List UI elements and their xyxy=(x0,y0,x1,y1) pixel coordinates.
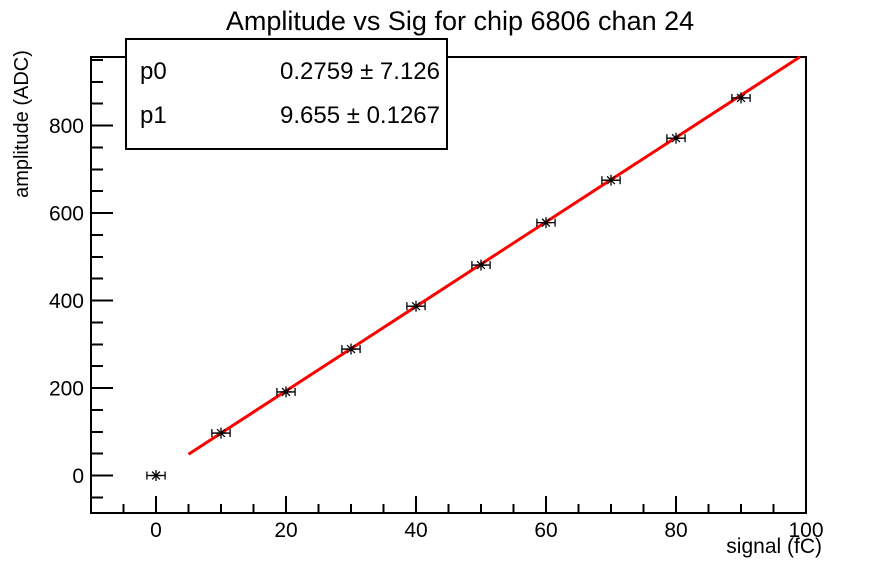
y-tick-label: 600 xyxy=(49,203,84,226)
data-points xyxy=(146,92,751,482)
fit-line xyxy=(187,55,801,456)
plot-frame xyxy=(90,56,807,514)
data-point-marker xyxy=(601,174,621,186)
data-point-marker xyxy=(211,427,231,439)
x-tick-label: 100 xyxy=(788,519,823,542)
x-axis-title: signal (fC) xyxy=(726,535,822,558)
x-tick-label: 80 xyxy=(664,519,687,542)
y-tick-label: 400 xyxy=(49,290,84,313)
stats-row-p0: p0 0.2759 ± 7.126 xyxy=(127,60,446,84)
chart-title: Amplitude vs Sig for chip 6806 chan 24 xyxy=(225,6,695,36)
x-tick-label: 20 xyxy=(274,519,297,542)
stats-param-value: 0.2759 ± 7.126 xyxy=(280,58,440,85)
y-tick-label: 0 xyxy=(72,465,84,488)
x-tick-label: 60 xyxy=(534,519,557,542)
x-axis: 0 20 40 60 80 100 xyxy=(122,496,824,542)
data-point-marker xyxy=(666,132,686,144)
y-tick-label: 800 xyxy=(49,115,84,138)
data-point-marker xyxy=(406,300,426,312)
x-tick-label: 0 xyxy=(150,519,162,542)
data-point-marker xyxy=(536,217,556,229)
data-point-marker xyxy=(731,92,751,104)
fit-stats-box: p0 0.2759 ± 7.126 p1 9.655 ± 0.1267 xyxy=(125,38,448,150)
data-point-marker xyxy=(276,386,296,398)
x-tick-label: 40 xyxy=(404,519,427,542)
y-axis-title: amplitude (ADC) xyxy=(11,50,33,198)
stats-param-name: p0 xyxy=(140,58,167,85)
data-point-marker xyxy=(341,343,361,355)
data-point-marker xyxy=(471,259,491,271)
y-tick-label: 200 xyxy=(49,378,84,401)
stats-param-value: 9.655 ± 0.1267 xyxy=(280,102,440,129)
y-axis: 0 200 400 600 800 xyxy=(49,58,113,499)
data-point-marker xyxy=(146,470,166,482)
stats-param-name: p1 xyxy=(140,102,167,129)
stats-row-p1: p1 9.655 ± 0.1267 xyxy=(127,104,446,128)
